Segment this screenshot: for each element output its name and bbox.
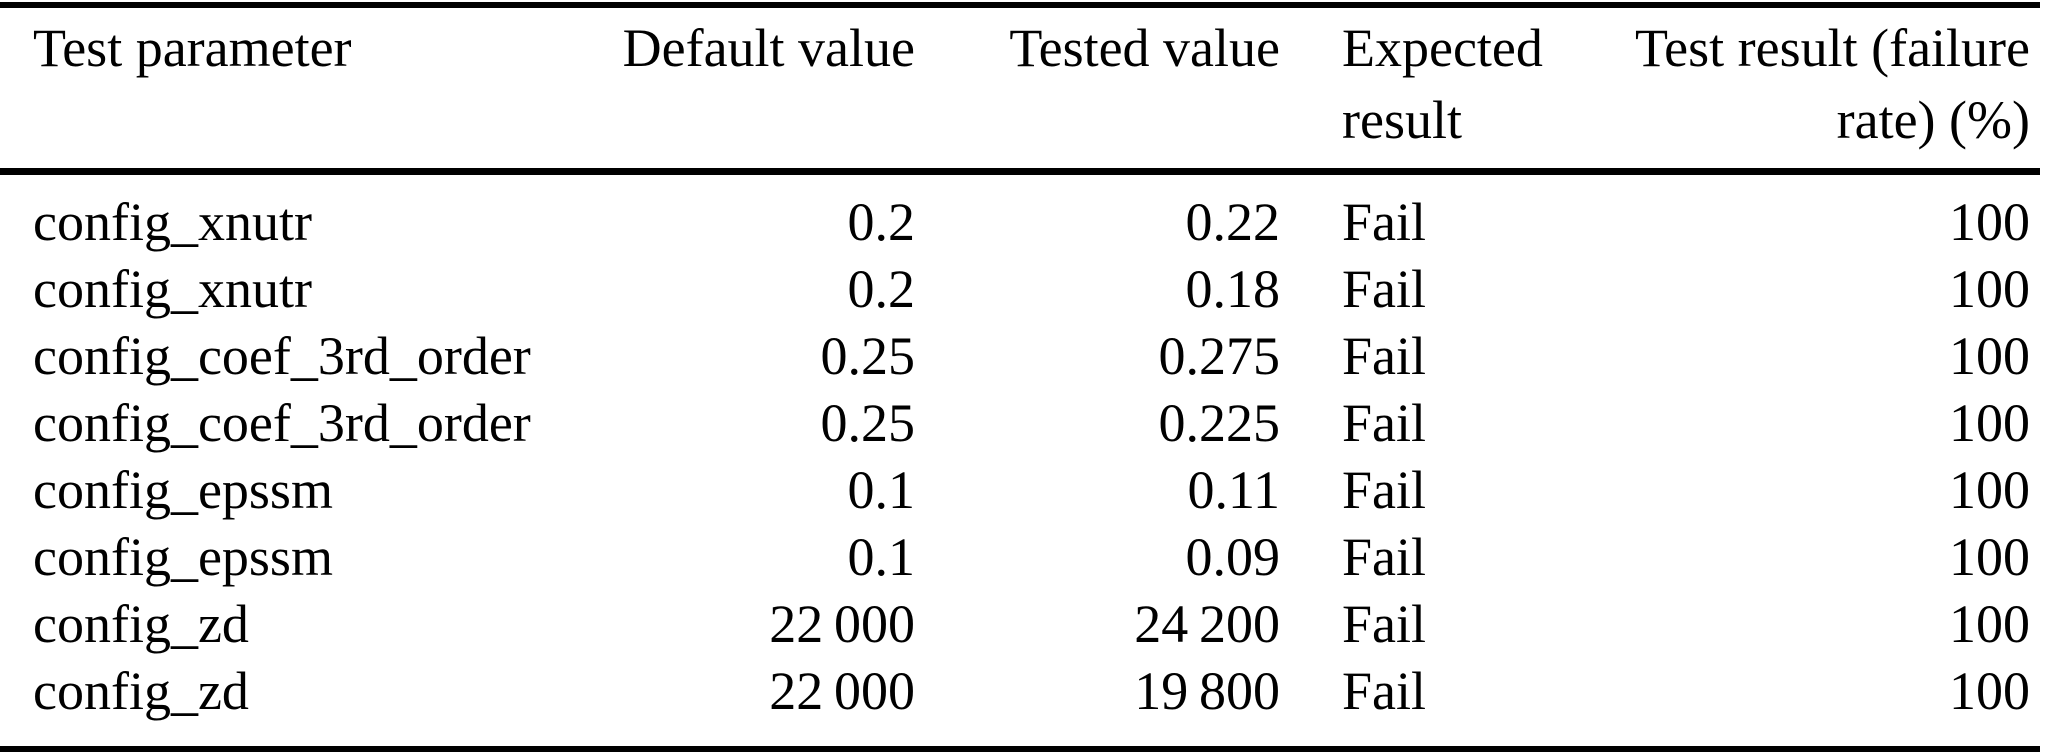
cell-test-result: 100 xyxy=(1949,460,2030,520)
cell-test-parameter: config_coef_3rd_order xyxy=(33,393,531,453)
cell-test-parameter: config_epssm xyxy=(33,527,333,587)
cell-default-value: 0.2 xyxy=(847,259,916,319)
cell-tested-value: 0.22 xyxy=(1185,192,1281,252)
table-row: config_epssm 0.1 0.09 Fail 100 xyxy=(0,524,2067,591)
table-row: config_coef_3rd_order 0.25 0.225 Fail 10… xyxy=(0,390,2067,457)
cell-tested-value: 0.275 xyxy=(1158,326,1281,386)
cell-tested-value: 24 200 xyxy=(1134,594,1280,654)
cell-default-value: 0.25 xyxy=(820,326,916,386)
cell-tested-value: 0.11 xyxy=(1187,460,1281,520)
cell-expected-result: Fail xyxy=(1342,326,1427,386)
cell-tested-value: 0.09 xyxy=(1185,527,1281,587)
table-row: config_epssm 0.1 0.11 Fail 100 xyxy=(0,457,2067,524)
cell-test-result: 100 xyxy=(1949,393,2030,453)
cell-default-value: 22 000 xyxy=(769,661,915,721)
cell-test-parameter: config_epssm xyxy=(33,460,333,520)
cell-test-result: 100 xyxy=(1949,527,2030,587)
cell-test-parameter: config_coef_3rd_order xyxy=(33,326,531,386)
cell-default-value: 0.2 xyxy=(847,192,916,252)
cell-test-result: 100 xyxy=(1949,661,2030,721)
cell-expected-result: Fail xyxy=(1342,192,1427,252)
cell-test-result: 100 xyxy=(1949,259,2030,319)
cell-expected-result: Fail xyxy=(1342,527,1427,587)
cell-test-parameter: config_xnutr xyxy=(33,192,312,252)
table-row: config_coef_3rd_order 0.25 0.275 Fail 10… xyxy=(0,323,2067,390)
cell-default-value: 0.1 xyxy=(847,460,916,520)
header-cell-tested-value: Tested value xyxy=(1009,18,1280,78)
cell-expected-result: Fail xyxy=(1342,460,1427,520)
table-row: config_xnutr 0.2 0.22 Fail 100 xyxy=(0,189,2067,256)
cell-test-result: 100 xyxy=(1949,594,2030,654)
table-header-rule xyxy=(0,168,2040,175)
table-row: config_zd 22 000 24 200 Fail 100 xyxy=(0,591,2067,658)
cell-expected-result: Fail xyxy=(1342,594,1427,654)
table-row: config_zd 22 000 19 800 Fail 100 xyxy=(0,658,2067,725)
cell-test-parameter: config_xnutr xyxy=(33,259,312,319)
cell-test-result: 100 xyxy=(1949,192,2030,252)
table-body: config_xnutr 0.2 0.22 Fail 100 config_xn… xyxy=(0,189,2067,725)
table-bottom-rule xyxy=(0,746,2040,752)
cell-default-value: 22 000 xyxy=(769,594,915,654)
cell-tested-value: 0.225 xyxy=(1158,393,1281,453)
header-cell-test-result: Test result (failure rate) (%) xyxy=(1634,18,2030,150)
table-row: config_xnutr 0.2 0.18 Fail 100 xyxy=(0,256,2067,323)
cell-expected-result: Fail xyxy=(1342,661,1427,721)
header-cell-test-parameter: Test parameter xyxy=(33,18,352,78)
cell-default-value: 0.25 xyxy=(820,393,916,453)
table-header-row: Test parameter Default value Tested valu… xyxy=(0,12,2067,156)
cell-expected-result: Fail xyxy=(1342,393,1427,453)
cell-test-result: 100 xyxy=(1949,326,2030,386)
cell-test-parameter: config_zd xyxy=(33,661,249,721)
cell-tested-value: 19 800 xyxy=(1134,661,1280,721)
header-cell-default-value: Default value xyxy=(622,18,915,78)
header-cell-expected-result: Expected result xyxy=(1342,18,1543,150)
cell-default-value: 0.1 xyxy=(847,527,916,587)
cell-test-parameter: config_zd xyxy=(33,594,249,654)
cell-expected-result: Fail xyxy=(1342,259,1427,319)
cell-tested-value: 0.18 xyxy=(1185,259,1281,319)
table-top-rule xyxy=(0,2,2040,8)
